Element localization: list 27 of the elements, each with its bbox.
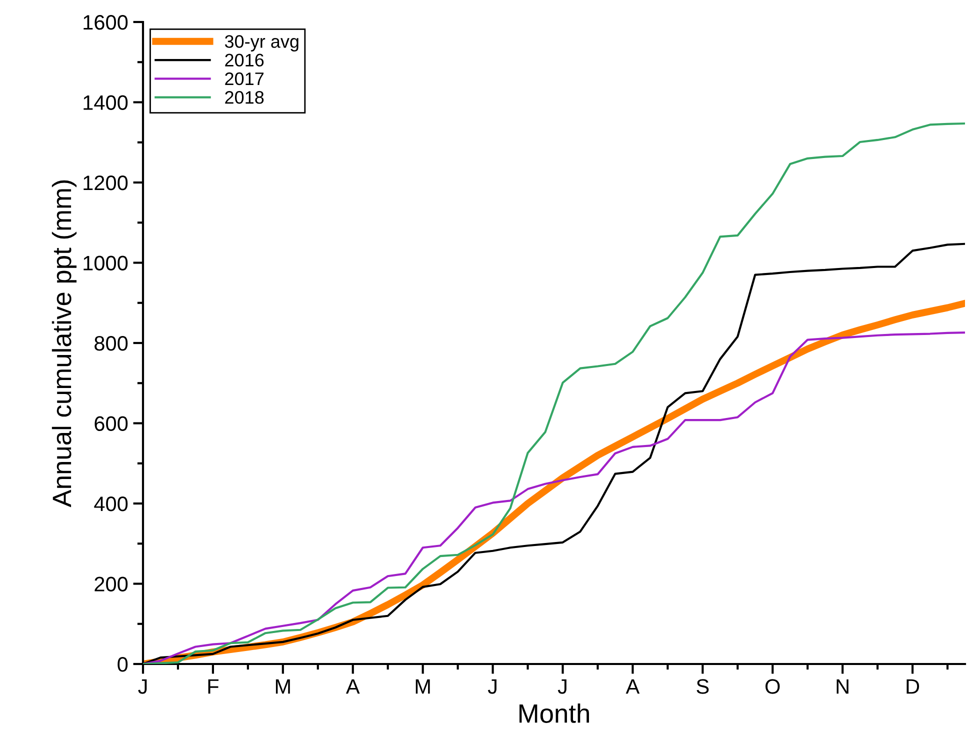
y-tick-label: 1000 <box>84 256 128 271</box>
x-tick-label: D <box>906 679 920 694</box>
y-tick-label: 800 <box>94 336 128 351</box>
legend-label: 2017 <box>225 72 264 86</box>
x-tick-label: J <box>558 679 566 694</box>
legend-label: 2018 <box>225 91 264 104</box>
y-tick-label: 1200 <box>84 176 128 190</box>
x-tick-label: O <box>766 679 780 694</box>
x-tick-label: N <box>836 679 848 694</box>
y-axis-title: Annual cumulative ppt (mm) <box>52 180 77 508</box>
y-tick-label: 600 <box>94 416 128 432</box>
x-tick-label: M <box>416 679 430 694</box>
x-tick-label: J <box>138 679 147 694</box>
x-axis-title: Month <box>519 704 589 723</box>
x-tick-label: M <box>276 679 290 694</box>
y-tick-label: 400 <box>94 496 128 512</box>
y-tick-label: 0 <box>118 657 128 672</box>
y-tick-label: 1400 <box>84 95 128 110</box>
legend-label: 30-yr avg <box>224 35 298 52</box>
x-tick-label: A <box>346 679 360 694</box>
y-tick-label: 1600 <box>84 15 128 30</box>
x-tick-label: J <box>488 679 496 694</box>
x-tick-label: S <box>696 679 709 694</box>
x-tick-label: A <box>626 679 640 694</box>
x-tick-label: F <box>208 679 218 694</box>
legend-label: 2016 <box>225 54 264 67</box>
y-tick-label: 200 <box>94 576 128 592</box>
